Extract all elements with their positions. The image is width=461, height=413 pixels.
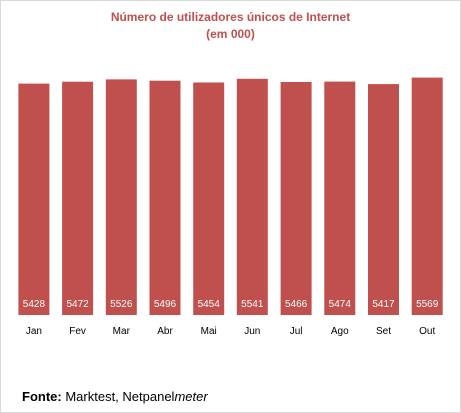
data-label-out: 5569	[416, 299, 439, 310]
x-tick-label-set: Set	[376, 326, 391, 337]
source-note: Fonte: Marktest, Netpanelmeter	[22, 389, 208, 404]
data-label-ago: 5474	[329, 299, 352, 310]
chart-subtitle: (em 000)	[206, 27, 255, 41]
bar-fev	[62, 81, 94, 315]
x-tick-label-fev: Fev	[69, 326, 86, 337]
bar-mai	[193, 82, 225, 315]
x-tick-label-out: Out	[419, 326, 435, 337]
x-tick-label-jun: Jun	[244, 326, 260, 337]
bar-abr	[149, 80, 181, 315]
x-tick-label-jan: Jan	[26, 326, 42, 337]
data-label-jun: 5541	[241, 299, 264, 310]
source-label: Fonte:	[22, 389, 62, 404]
bar-jan	[18, 83, 50, 315]
data-label-set: 5417	[372, 299, 395, 310]
x-tick-label-abr: Abr	[157, 326, 173, 337]
data-label-jan: 5428	[23, 299, 46, 310]
x-tick-label-mar: Mar	[113, 326, 131, 337]
bar-mar	[105, 79, 137, 316]
data-label-mai: 5454	[198, 299, 221, 310]
data-label-fev: 5472	[66, 299, 89, 310]
x-tick-label-jul: Jul	[290, 326, 303, 337]
bar-ago	[324, 81, 356, 315]
source-italic: meter	[174, 389, 208, 404]
data-label-jul: 5466	[285, 299, 308, 310]
x-tick-label-ago: Ago	[331, 326, 349, 337]
source-text: Marktest, Netpanel	[65, 389, 175, 404]
bar-set	[368, 84, 399, 315]
x-tick-label-mai: Mai	[201, 326, 217, 337]
bar-jul	[280, 82, 312, 315]
chart-title-block: Número de utilizadores únicos de Interne…	[0, 9, 461, 43]
data-label-mar: 5526	[110, 299, 133, 310]
data-label-abr: 5496	[154, 299, 177, 310]
chart-title: Número de utilizadores únicos de Interne…	[110, 10, 351, 24]
bar-out	[411, 77, 443, 315]
bar-jun	[236, 78, 268, 315]
